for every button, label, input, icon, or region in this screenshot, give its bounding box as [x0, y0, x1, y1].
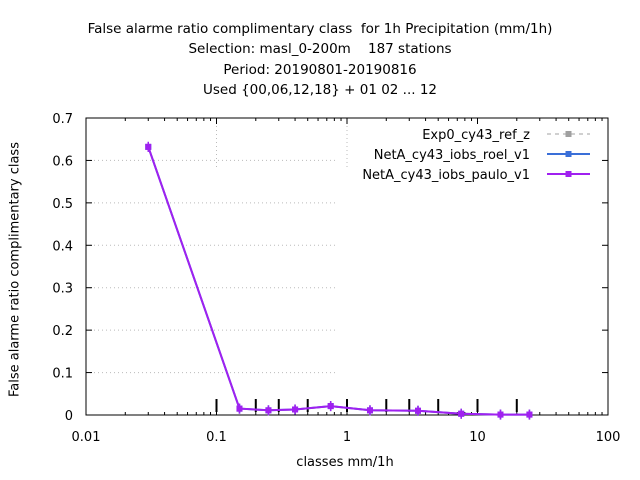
y-tick-label: 0.6	[52, 154, 73, 169]
chart-title-line-4: Used {00,06,12,18} + 01 02 ... 12	[202, 82, 438, 98]
legend-label: NetA_cy43_iobs_roel_v1	[374, 148, 530, 163]
y-tick-label: 0.1	[52, 367, 73, 382]
y-tick-label: 0	[65, 409, 73, 424]
y-tick-label: 0.2	[52, 324, 73, 339]
legend-label: Exp0_cy43_ref_z	[422, 128, 530, 143]
x-tick-label: 1	[343, 430, 351, 445]
x-tick-label: 0.01	[72, 430, 101, 445]
y-tick-label: 0.4	[52, 239, 73, 254]
x-axis-label: classes mm/1h	[296, 455, 394, 470]
y-tick-label: 0.3	[52, 282, 73, 297]
x-tick-label: 100	[596, 430, 621, 445]
y-tick-label: 0.7	[52, 112, 73, 127]
legend-swatch-marker	[565, 171, 572, 177]
series-line-2	[147, 146, 530, 416]
chart-title-line-2: Selection: masl_0-200m 187 stations	[188, 41, 452, 57]
x-tick-label: 0.1	[206, 430, 227, 445]
chart-title-line-1: False alarme ratio complimentary class f…	[87, 21, 553, 37]
legend-label: NetA_cy43_iobs_paulo_v1	[362, 168, 530, 183]
y-axis-label: False alarme ratio complimentary class	[7, 142, 23, 397]
legend-swatch-marker	[565, 131, 572, 137]
chart-title-line-3: Period: 20190801-20190816	[223, 62, 417, 78]
series-line-1	[147, 146, 530, 416]
y-tick-label: 0.5	[52, 197, 73, 212]
x-tick-label: 10	[469, 430, 486, 445]
legend-swatch-marker	[565, 151, 572, 157]
